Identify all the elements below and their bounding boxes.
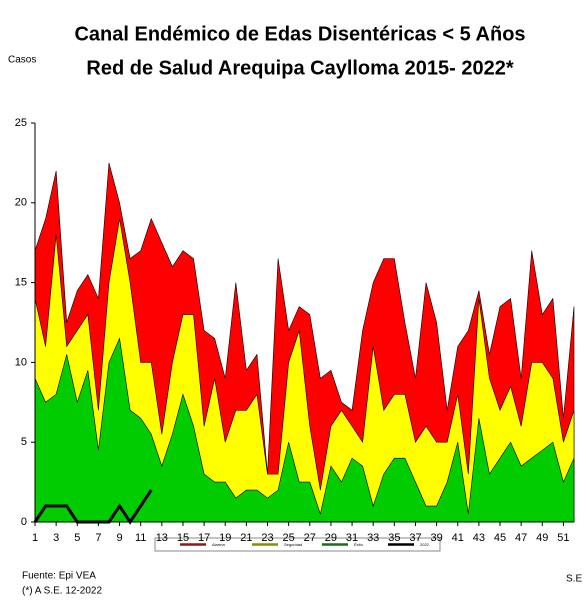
y-axis-label: Casos bbox=[8, 55, 36, 66]
chart-title: Canal Endémico de Edas Disentéricas < 5 … bbox=[74, 23, 525, 45]
x-tick-label: 49 bbox=[536, 532, 548, 544]
x-tick-label: 3 bbox=[53, 532, 59, 544]
y-tick-label: 15 bbox=[15, 277, 27, 289]
x-axis-label: S.E bbox=[566, 574, 582, 585]
y-tick-label: 10 bbox=[15, 356, 27, 368]
x-tick-label: 5 bbox=[74, 532, 80, 544]
note: (*) A S.E. 12-2022 bbox=[22, 586, 102, 597]
y-tick-label: 0 bbox=[21, 516, 27, 528]
x-tick-label: 27 bbox=[304, 532, 316, 544]
source: Fuente: Epi VEA bbox=[22, 571, 96, 582]
legend-label: Éxito bbox=[354, 542, 364, 547]
x-tick-label: 21 bbox=[240, 532, 252, 544]
x-tick-label: 13 bbox=[156, 532, 168, 544]
chart-subtitle: Red de Salud Arequipa Caylloma 2015- 202… bbox=[86, 57, 513, 79]
x-tick-label: 47 bbox=[515, 532, 527, 544]
x-tick-label: 19 bbox=[219, 532, 231, 544]
legend-label: Seguridad bbox=[284, 542, 302, 547]
y-tick-label: 5 bbox=[21, 436, 27, 448]
x-tick-label: 45 bbox=[494, 532, 506, 544]
x-tick-label: 41 bbox=[452, 532, 464, 544]
x-tick-label: 11 bbox=[135, 532, 146, 544]
legend-box bbox=[154, 537, 441, 552]
x-tick-label: 23 bbox=[261, 532, 273, 544]
legend-label: Alarma bbox=[212, 542, 225, 547]
x-tick-label: 37 bbox=[409, 532, 421, 544]
y-tick-label: 25 bbox=[15, 117, 27, 129]
x-tick-label: 7 bbox=[95, 532, 101, 544]
x-tick-label: 33 bbox=[367, 532, 379, 544]
x-tick-label: 35 bbox=[388, 532, 400, 544]
x-tick-label: 1 bbox=[32, 532, 38, 544]
area bbox=[34, 337, 575, 523]
x-tick-label: 39 bbox=[430, 532, 442, 544]
legend-label: 2022 bbox=[420, 542, 430, 547]
x-tick-label: 25 bbox=[283, 532, 295, 544]
x-tick-label: 15 bbox=[177, 532, 189, 544]
y-tick-label: 20 bbox=[15, 197, 27, 209]
x-tick-label: 51 bbox=[557, 532, 569, 544]
x-tick-label: 9 bbox=[116, 532, 122, 544]
x-tick-label: 31 bbox=[346, 532, 358, 544]
x-tick-label: 17 bbox=[198, 532, 210, 544]
x-tick-label: 43 bbox=[473, 532, 485, 544]
x-tick-label: 29 bbox=[325, 532, 337, 544]
